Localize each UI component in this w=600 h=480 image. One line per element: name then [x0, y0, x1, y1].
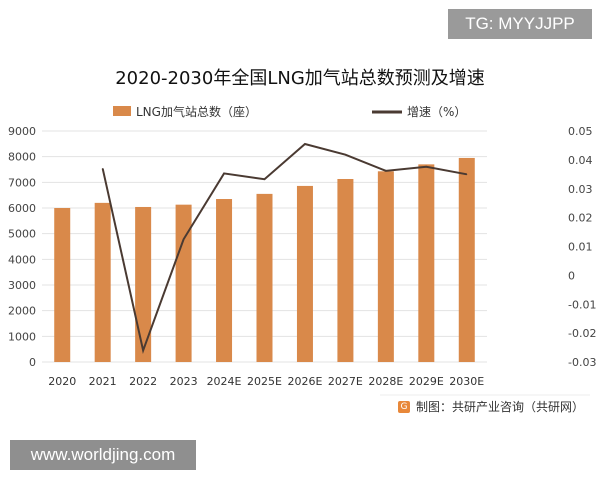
x-tick: 2021	[89, 375, 117, 388]
line-point	[344, 154, 346, 156]
x-tick: 2027E	[328, 375, 363, 388]
logo-icon: G	[398, 400, 410, 413]
bar	[135, 206, 152, 362]
watermark-bottom: www.worldjing.com	[10, 440, 196, 470]
bar	[54, 208, 71, 362]
y-tick-right: 0.01	[568, 241, 593, 254]
line-point	[102, 168, 104, 170]
y-tick-right: 0.04	[568, 154, 593, 167]
y-tick-left: 8000	[8, 151, 36, 164]
y-tick-right: 0.03	[568, 183, 593, 196]
legend-label-line: 增速（%）	[407, 105, 466, 119]
bar	[216, 199, 233, 362]
y-tick-left: 9000	[8, 125, 36, 138]
line-point	[425, 166, 427, 168]
line-point	[183, 238, 185, 240]
bar	[94, 202, 111, 362]
x-tick: 2023	[170, 375, 198, 388]
x-tick: 2030E	[449, 375, 484, 388]
line-point	[466, 173, 468, 175]
y-tick-right: -0.01	[568, 298, 596, 311]
legend-label-bar: LNG加气站总数（座）	[136, 104, 257, 119]
x-tick: 2026E	[287, 375, 322, 388]
bar	[458, 157, 475, 362]
bar	[296, 185, 313, 362]
y-tick-right: -0.02	[568, 327, 596, 340]
line-point	[223, 172, 225, 174]
x-tick: 2029E	[409, 375, 444, 388]
bar	[377, 171, 394, 362]
bar	[418, 164, 435, 362]
growth-line	[101, 142, 467, 355]
y-tick-left: 6000	[8, 202, 36, 215]
y-tick-left: 5000	[8, 228, 36, 241]
source-text: 制图：共研产业咨询（共研网）	[416, 400, 585, 414]
legend-swatch-bar	[113, 106, 131, 116]
x-tick: 2024E	[207, 375, 242, 388]
bar	[337, 178, 354, 362]
y-tick-left: 1000	[8, 330, 36, 343]
line-point	[264, 178, 265, 180]
line-point	[304, 143, 306, 145]
y-tick-right: -0.03	[568, 356, 596, 369]
line-point	[142, 349, 144, 351]
watermark-top: TG: MYYJJPP	[448, 9, 592, 39]
y-tick-left: 4000	[8, 253, 36, 266]
x-tick: 2020	[48, 375, 76, 388]
y-tick-left: 2000	[8, 305, 36, 318]
line-point	[385, 170, 387, 172]
chart-title: 2020-2030年全国LNG加气站总数预测及增速	[115, 68, 485, 89]
y-tick-right: 0	[568, 269, 575, 282]
source-note: G 制图：共研产业咨询（共研网）	[398, 398, 584, 415]
bar	[256, 193, 273, 362]
bar	[175, 204, 192, 362]
x-tick: 2022	[129, 375, 157, 388]
x-tick: 2028E	[368, 375, 403, 388]
y-tick-right: 0.02	[568, 212, 593, 225]
y-tick-left: 7000	[8, 176, 36, 189]
x-tick: 2025E	[247, 375, 282, 388]
y-tick-left: 0	[29, 356, 36, 369]
y-tick-right: 0.05	[568, 125, 593, 138]
y-tick-left: 3000	[8, 279, 36, 292]
